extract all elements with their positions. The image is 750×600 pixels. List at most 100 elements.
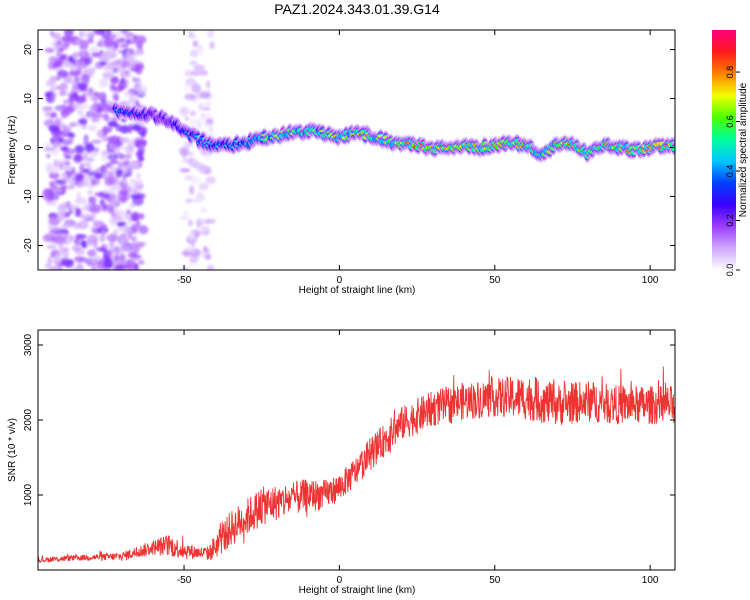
noise-blob bbox=[102, 71, 115, 79]
noise-blob bbox=[189, 49, 199, 58]
noise-blob bbox=[185, 247, 196, 252]
noise-blob bbox=[59, 123, 67, 130]
noise-blob bbox=[110, 216, 118, 224]
noise-blob bbox=[80, 103, 89, 110]
noise-blob bbox=[103, 37, 114, 48]
noise-blob bbox=[204, 101, 213, 107]
noise-blob bbox=[75, 61, 87, 70]
noise-blob bbox=[137, 259, 145, 265]
noise-blob bbox=[207, 30, 214, 39]
x-tick-label: -50 bbox=[177, 275, 192, 286]
noise-blob bbox=[68, 93, 75, 103]
colorbar-tick-label: 0.4 bbox=[725, 165, 735, 178]
noise-blob bbox=[60, 185, 68, 190]
noise-blob bbox=[98, 78, 109, 88]
snr-y-label: SNR (10 * v/v) bbox=[7, 418, 18, 482]
x-tick-label: 0 bbox=[337, 575, 343, 586]
noise-blob bbox=[46, 244, 57, 249]
noise-blob bbox=[61, 223, 72, 229]
noise-blob bbox=[48, 216, 61, 226]
noise-blob bbox=[49, 167, 60, 175]
noise-blob bbox=[48, 56, 58, 65]
noise-blob bbox=[110, 76, 119, 85]
noise-blob bbox=[209, 41, 215, 49]
noise-blob bbox=[109, 240, 115, 250]
noise-blob bbox=[80, 206, 87, 212]
noise-blob bbox=[189, 118, 196, 127]
noise-blob bbox=[53, 254, 62, 264]
noise-blob bbox=[76, 191, 82, 200]
noise-blob bbox=[73, 75, 81, 84]
noise-blob bbox=[199, 46, 204, 56]
noise-blob bbox=[59, 90, 67, 97]
noise-blob bbox=[198, 102, 204, 112]
noise-blob bbox=[71, 221, 82, 230]
noise-blob bbox=[107, 153, 119, 161]
noise-blob bbox=[47, 118, 54, 127]
noise-blob bbox=[123, 160, 130, 166]
noise-blob bbox=[127, 47, 135, 55]
noise-blob bbox=[135, 150, 144, 158]
noise-blob bbox=[86, 157, 95, 162]
noise-blob bbox=[46, 191, 54, 199]
noise-blob bbox=[202, 246, 208, 253]
noise-blob bbox=[182, 250, 191, 257]
x-tick-label: 100 bbox=[642, 575, 659, 586]
noise-blob bbox=[118, 49, 122, 54]
colorbar-gradient bbox=[712, 30, 736, 270]
noise-blob bbox=[119, 125, 130, 134]
noise-blob bbox=[66, 185, 75, 190]
noise-blob bbox=[66, 179, 76, 185]
noise-blob bbox=[69, 122, 77, 127]
noise-blob bbox=[74, 197, 87, 205]
noise-blob bbox=[87, 39, 95, 44]
noise-blob bbox=[50, 226, 60, 232]
chart-title: PAZ1.2024.343.01.39.G14 bbox=[274, 1, 440, 17]
noise-blob bbox=[103, 188, 112, 194]
noise-blob bbox=[89, 152, 98, 157]
y-tick-label: 20 bbox=[23, 44, 34, 56]
noise-blob bbox=[54, 44, 64, 52]
noise-blob bbox=[65, 165, 73, 172]
snr-ticks: -50 0 50 100 1000 2000 3000 bbox=[23, 330, 675, 586]
noise-blob bbox=[134, 63, 143, 70]
noise-blob bbox=[191, 83, 202, 93]
y-tick-label: -20 bbox=[23, 238, 34, 253]
colorbar-ticks: 0.0 0.2 0.4 0.6 0.8 bbox=[725, 66, 740, 276]
noise-blob bbox=[198, 225, 210, 232]
noise-blob bbox=[81, 51, 91, 59]
noise-blob bbox=[102, 113, 110, 121]
noise-blob bbox=[208, 123, 213, 133]
noise-blob bbox=[125, 40, 136, 45]
noise-blob bbox=[135, 192, 146, 200]
noise-blob bbox=[94, 253, 100, 262]
noise-blob bbox=[107, 208, 115, 214]
noise-blob bbox=[72, 53, 79, 60]
noise-blob bbox=[199, 70, 209, 76]
noise-blob bbox=[44, 111, 51, 118]
noise-blob bbox=[206, 80, 211, 89]
noise-blob bbox=[48, 124, 60, 132]
noise-blob bbox=[185, 198, 193, 203]
noise-blob bbox=[72, 39, 77, 45]
noise-blob bbox=[199, 92, 211, 99]
colorbar-tick-label: 0.2 bbox=[725, 214, 735, 227]
noise-blob bbox=[57, 69, 69, 78]
snr-panel: -50 0 50 100 1000 2000 3000 Height of straight… bbox=[7, 329, 676, 596]
noise-blob bbox=[60, 229, 69, 235]
x-tick-label: 100 bbox=[642, 275, 659, 286]
noise-blob bbox=[43, 147, 55, 152]
noise-blob bbox=[83, 168, 90, 174]
noise-blob bbox=[94, 192, 106, 197]
x-tick-label: 0 bbox=[337, 275, 343, 286]
noise-blob bbox=[136, 84, 148, 94]
noise-blob bbox=[76, 234, 87, 240]
noise-blob bbox=[71, 266, 84, 270]
noise-blob bbox=[113, 94, 119, 102]
noise-blob bbox=[49, 92, 58, 100]
noise-blob bbox=[42, 234, 53, 242]
noise-blob bbox=[84, 143, 95, 153]
noise-blob bbox=[42, 106, 54, 111]
noise-blob bbox=[179, 168, 191, 173]
